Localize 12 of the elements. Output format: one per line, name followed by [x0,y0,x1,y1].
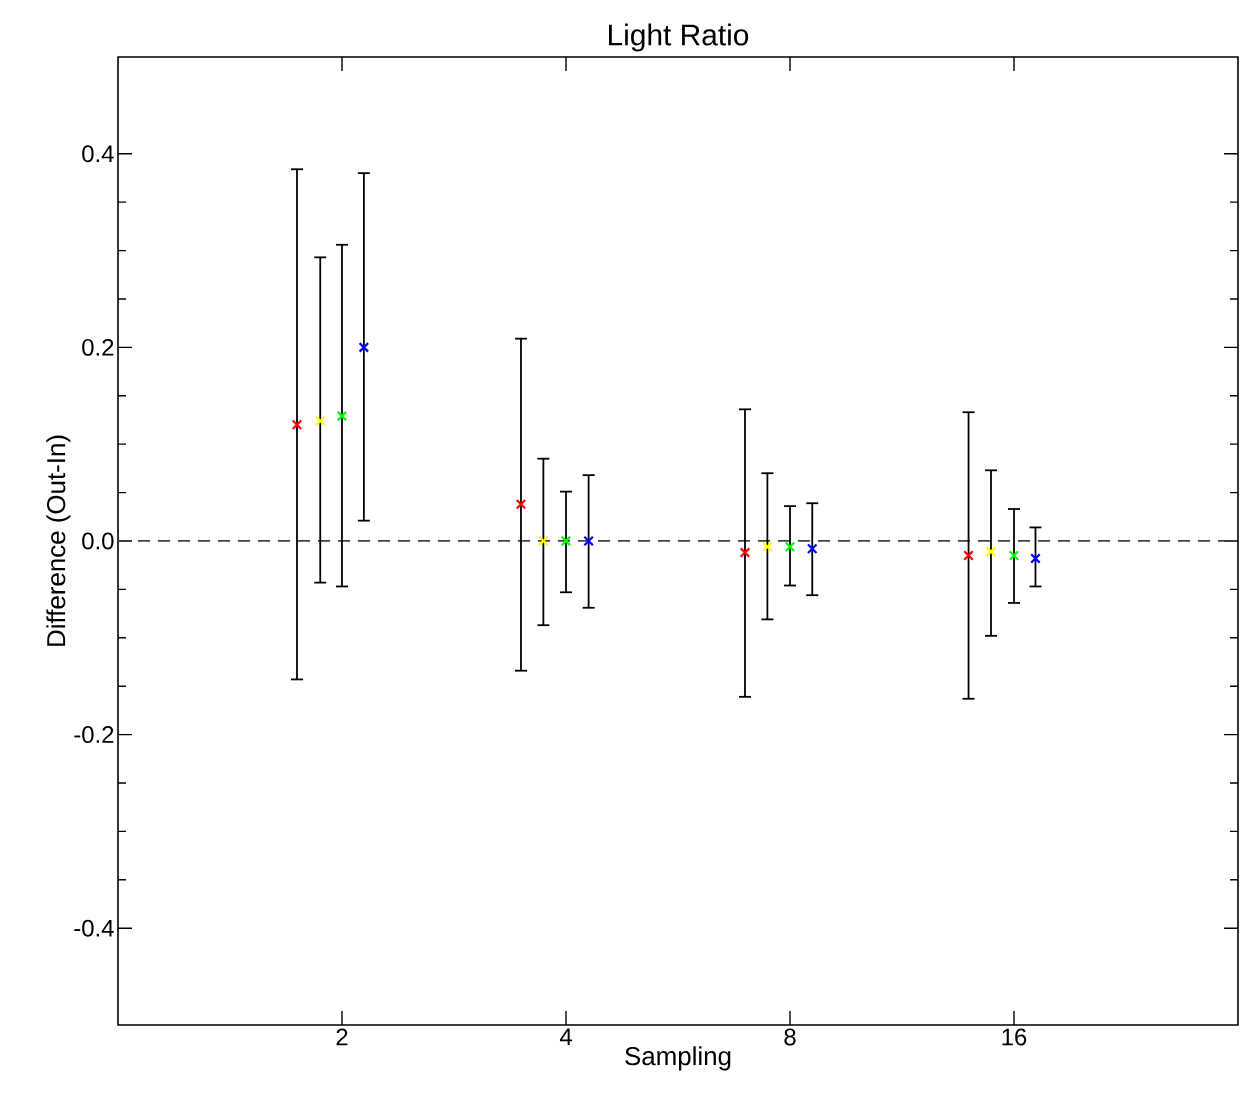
y-tick-label: 0.4 [82,145,114,163]
x-tick-label: 16 [1002,1028,1027,1046]
x-axis-title: Sampling [625,1046,731,1071]
x-tick-label: 4 [559,1028,572,1045]
x-tick-label: 2 [336,1028,348,1046]
y-tick-label: 0.0 [82,532,114,550]
x-tick-label: 8 [784,1028,796,1046]
y-axis-title: Difference (Out-In) [46,435,71,646]
y-tick-label: 0.2 [82,338,114,356]
y-tick-label: -0.2 [74,726,114,744]
y-tick-label: -0.4 [74,919,114,937]
chart-title: Light Ratio [609,23,749,52]
